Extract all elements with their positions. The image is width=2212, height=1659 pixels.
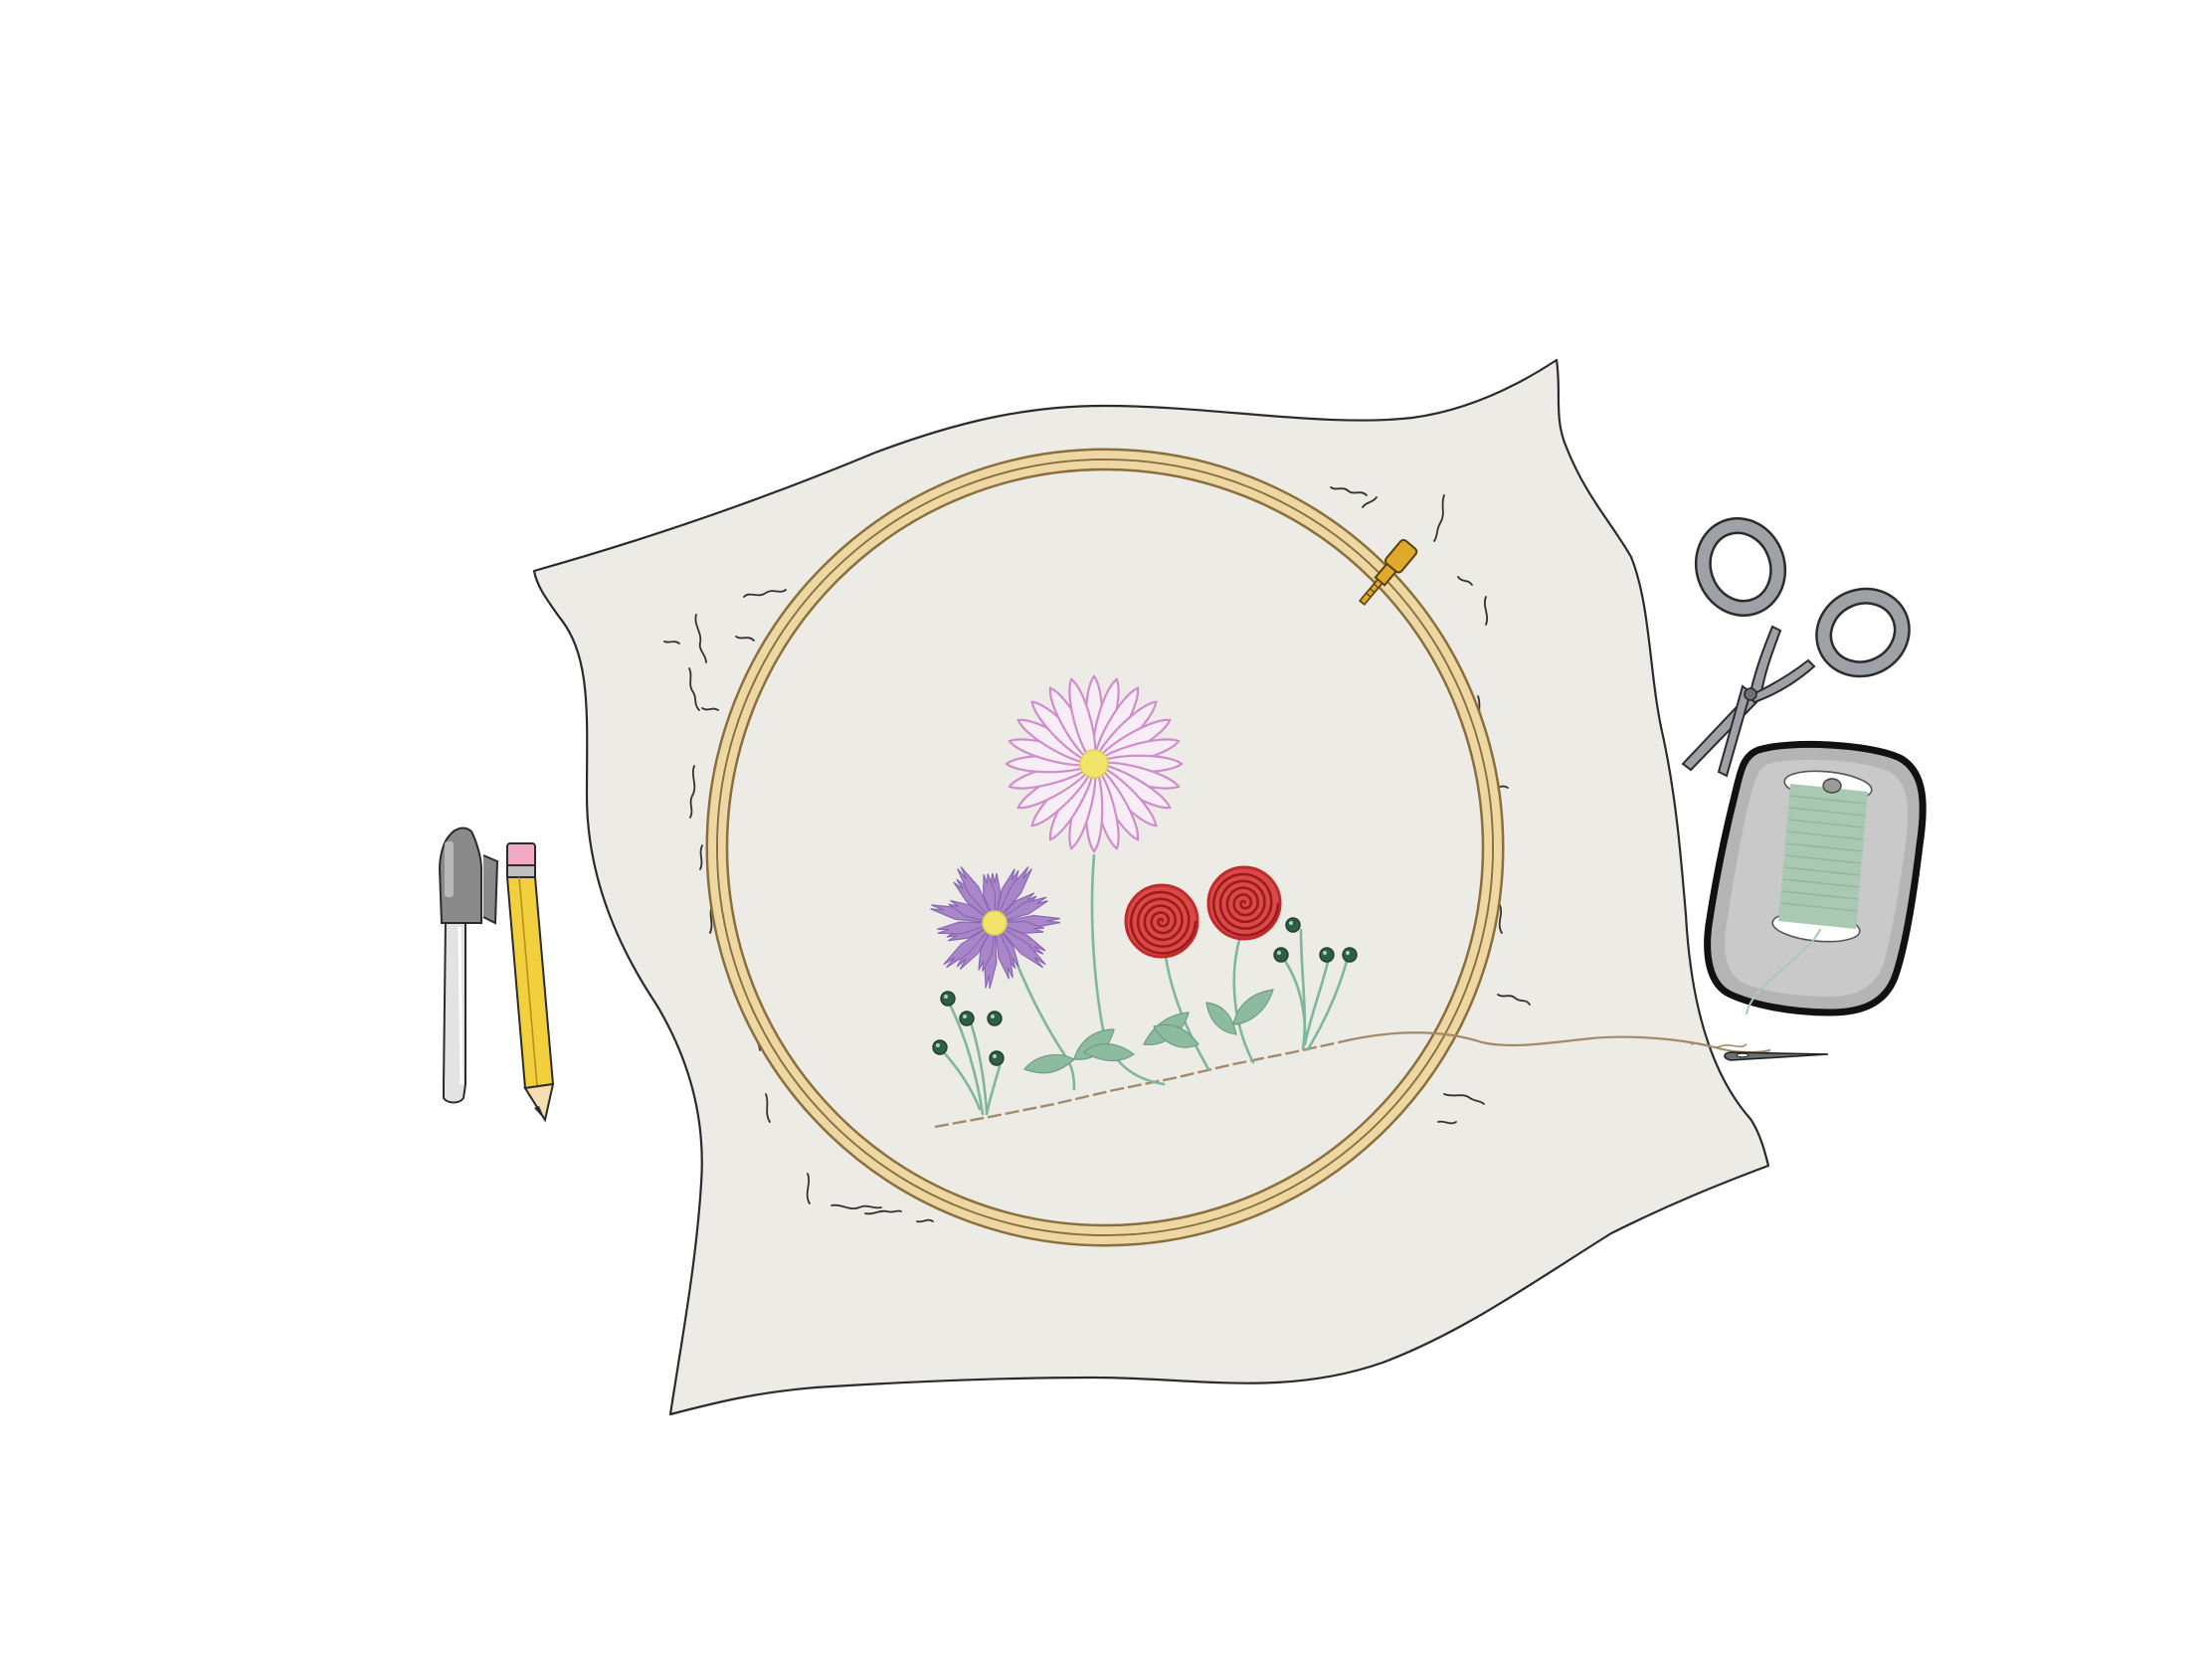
red-rose-right	[1208, 867, 1280, 939]
daisy-center	[1080, 750, 1108, 778]
aster-center	[983, 911, 1007, 935]
pencil-ferrule	[507, 865, 535, 877]
pink-daisy-flower	[1007, 676, 1182, 851]
red-rose-left	[1126, 885, 1198, 957]
thread-spool-icon	[1708, 744, 1924, 1014]
